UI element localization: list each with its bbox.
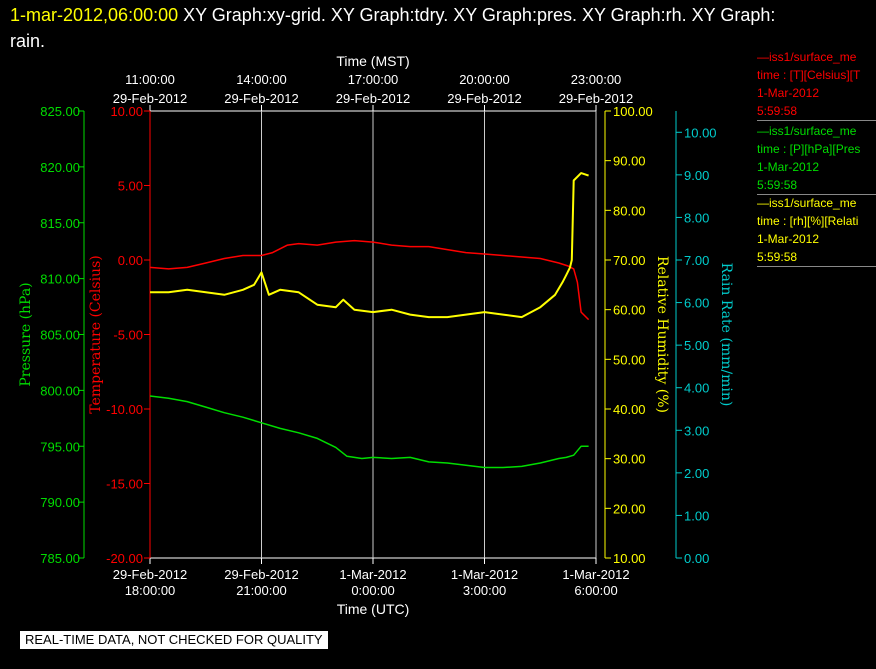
top-tick-label-time: 17:00:00 [348, 72, 399, 87]
temperature-tick-label: 0.00 [118, 253, 143, 268]
humidity-tick-label: 90.00 [613, 154, 646, 169]
humidity-tick-label: 30.00 [613, 452, 646, 467]
legend-series-date: 1-Mar-2012 [757, 86, 820, 100]
pressure-tick-label: 795.00 [40, 439, 80, 454]
top-tick-label-date: 29-Feb-2012 [224, 91, 298, 106]
rain-axis-title: Rain Rate (mm/min) [718, 263, 734, 407]
x-axis-title: Time (UTC) [337, 601, 410, 617]
legend-entry-temperature[interactable]: —iss1/surface_me time : [T][Celsius][T 1… [757, 48, 876, 121]
pressure-tick-label: 790.00 [40, 495, 80, 510]
humidity-tick-label: 40.00 [613, 402, 646, 417]
humidity-tick-label: 10.00 [613, 551, 646, 566]
top-tick-label-time: 14:00:00 [236, 72, 287, 87]
x-tick-label-time: 18:00:00 [125, 583, 176, 598]
temperature-tick-label: -10.00 [106, 402, 143, 417]
legend-series-time: 5:59:58 [757, 248, 876, 267]
temperature-series-line [149, 239, 590, 321]
x-tick-label-time: 6:00:00 [574, 583, 617, 598]
top-tick-label-date: 29-Feb-2012 [113, 91, 187, 106]
x-tick-label-date: 1-Mar-2012 [339, 567, 406, 582]
temperature-tick-label: -20.00 [106, 551, 143, 566]
humidity-axis-title: Relative Humidity (%) [654, 256, 670, 413]
top-tick-label-date: 29-Feb-2012 [336, 91, 410, 106]
temperature-tick-label: 5.00 [118, 179, 143, 194]
pressure-tick-label: 785.00 [40, 551, 80, 566]
rain-tick-label: 10.00 [684, 125, 717, 140]
top-tick-label-date: 29-Feb-2012 [447, 91, 521, 106]
rain-tick-label: 4.00 [684, 381, 709, 396]
rain-tick-label: 3.00 [684, 423, 709, 438]
x-tick-label-date: 1-Mar-2012 [451, 567, 518, 582]
x-tick-label-time: 3:00:00 [463, 583, 506, 598]
pressure-series-line [149, 395, 589, 469]
temperature-tick-label: 10.00 [110, 104, 143, 119]
legend-series-time: 5:59:58 [757, 102, 876, 121]
legend-series-fields: time : [P][hPa][Pres [757, 142, 861, 156]
pressure-tick-label: 810.00 [40, 272, 80, 287]
quality-warning-label: REAL-TIME DATA, NOT CHECKED FOR QUALITY [20, 631, 328, 649]
page-title: 1-mar-2012,06:00:00 XY Graph:xy-grid. XY… [10, 2, 850, 54]
legend-series-date: 1-Mar-2012 [757, 232, 820, 246]
temperature-tick-label: -15.00 [106, 477, 143, 492]
legend-series-time: 5:59:58 [757, 176, 876, 195]
legend-series-name: —iss1/surface_me [757, 196, 857, 210]
humidity-tick-label: 50.00 [613, 352, 646, 367]
rain-tick-label: 5.00 [684, 338, 709, 353]
legend-series-name: —iss1/surface_me [757, 124, 857, 138]
humidity-tick-label: 80.00 [613, 203, 646, 218]
legend-series-fields: time : [T][Celsius][T [757, 68, 861, 82]
rain-tick-label: 1.00 [684, 508, 709, 523]
humidity-tick-label: 20.00 [613, 501, 646, 516]
legend-series-date: 1-Mar-2012 [757, 160, 820, 174]
pressure-tick-label: 805.00 [40, 328, 80, 343]
legend-series-fields: time : [rh][%][Relati [757, 214, 859, 228]
humidity-tick-label: 100.00 [613, 104, 653, 119]
x-tick-label-time: 0:00:00 [351, 583, 394, 598]
top-tick-label-time: 11:00:00 [125, 72, 175, 87]
temperature-axis-title: Temperature (Celsius) [88, 255, 104, 413]
pressure-tick-label: 825.00 [40, 104, 80, 119]
rain-tick-label: 2.00 [684, 466, 709, 481]
title-timestamp: 1-mar-2012,06:00:00 [10, 5, 179, 25]
humidity-tick-label: 60.00 [613, 303, 646, 318]
title-graphs: XY Graph:xy-grid. XY Graph:tdry. XY Grap… [178, 5, 776, 25]
pressure-axis-title: Pressure (hPa) [18, 282, 34, 386]
top-tick-label-date: 29-Feb-2012 [559, 91, 633, 106]
rain-tick-label: 6.00 [684, 296, 709, 311]
top-axis-title: Time (MST) [336, 53, 409, 69]
legend-entry-humidity[interactable]: —iss1/surface_me time : [rh][%][Relati 1… [757, 194, 876, 267]
legend-series-name: —iss1/surface_me [757, 50, 857, 64]
legend-entry-pressure[interactable]: —iss1/surface_me time : [P][hPa][Pres 1-… [757, 122, 876, 195]
pressure-tick-label: 800.00 [40, 383, 80, 398]
x-tick-label-time: 21:00:00 [236, 583, 287, 598]
x-tick-label-date: 29-Feb-2012 [113, 567, 187, 582]
rain-tick-label: 0.00 [684, 551, 709, 566]
x-tick-label-date: 1-Mar-2012 [562, 567, 629, 582]
temperature-tick-label: -5.00 [113, 328, 143, 343]
humidity-series-line [150, 172, 589, 319]
top-tick-label-time: 23:00:00 [571, 72, 622, 87]
x-tick-label-date: 29-Feb-2012 [224, 567, 298, 582]
top-tick-label-time: 20:00:00 [459, 72, 510, 87]
pressure-tick-label: 820.00 [40, 160, 80, 175]
rain-tick-label: 8.00 [684, 210, 709, 225]
rain-tick-label: 7.00 [684, 253, 709, 268]
humidity-tick-label: 70.00 [613, 253, 646, 268]
rain-tick-label: 9.00 [684, 168, 709, 183]
pressure-tick-label: 815.00 [40, 216, 80, 231]
title-graphs-cont: rain. [10, 31, 46, 51]
